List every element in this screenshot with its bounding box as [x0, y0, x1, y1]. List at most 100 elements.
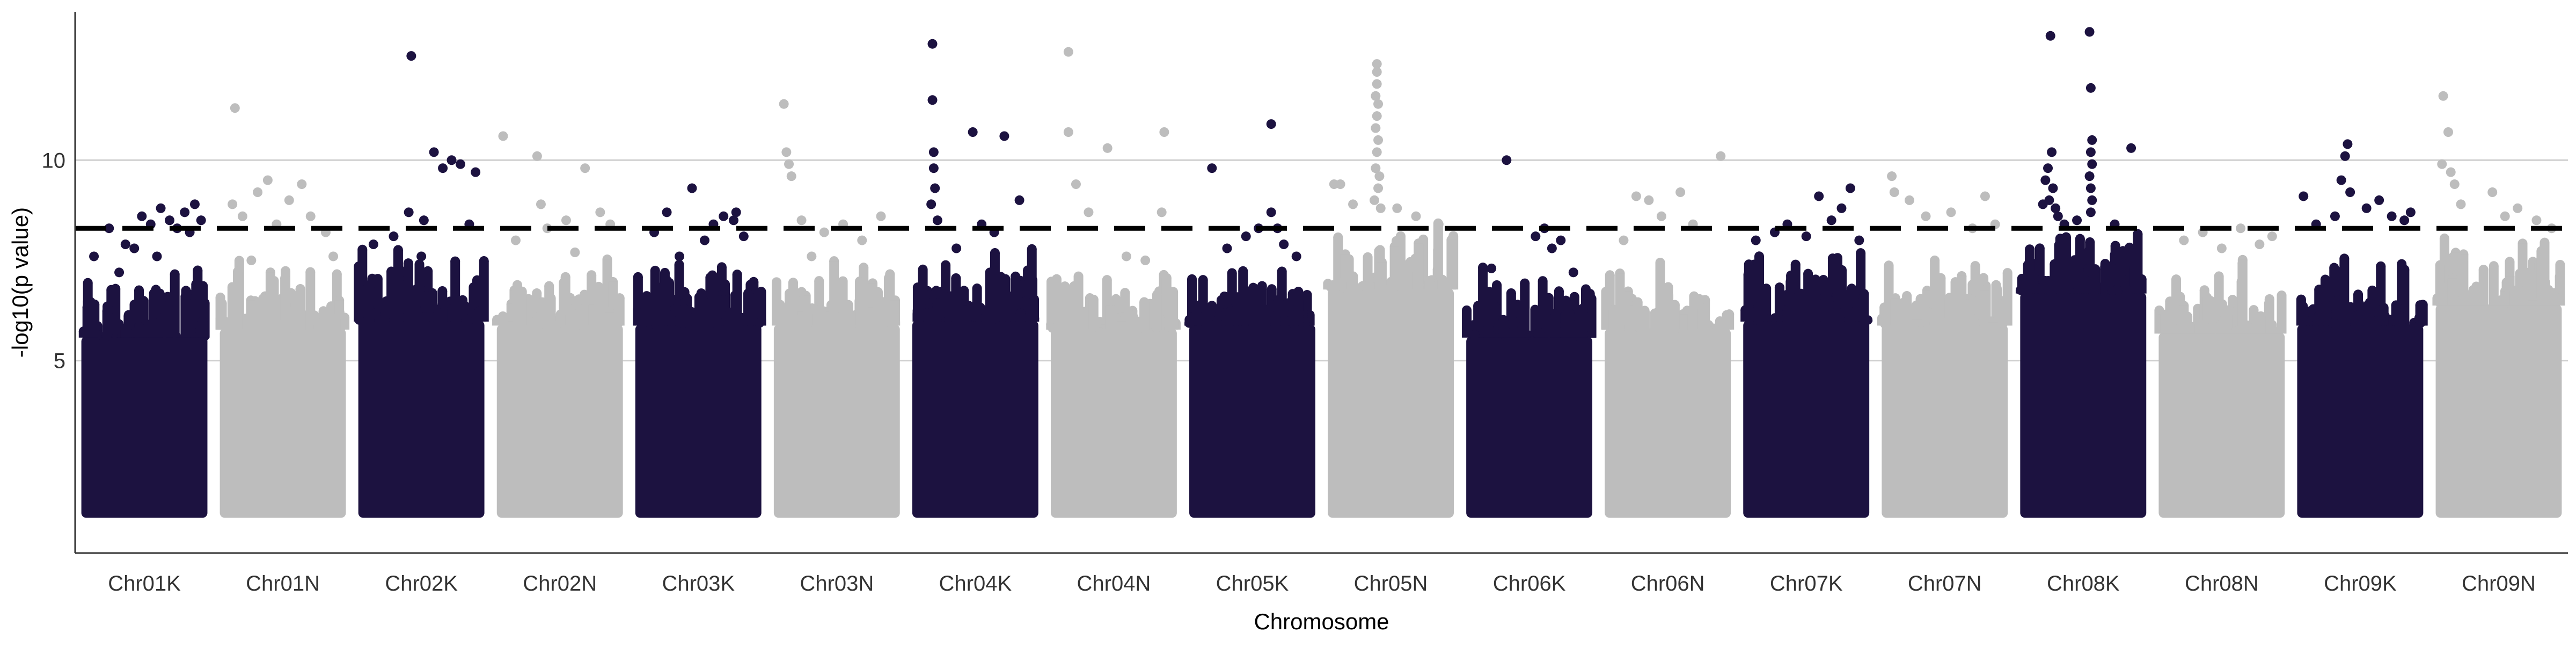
point-cloud	[912, 320, 1038, 518]
data-point	[498, 131, 508, 141]
data-point	[2345, 187, 2355, 197]
data-point	[305, 211, 316, 221]
point-column	[1152, 294, 1162, 330]
data-point	[2040, 175, 2051, 185]
point-column	[855, 282, 866, 326]
point-column	[313, 325, 324, 330]
point-column	[498, 316, 508, 326]
data-point	[1335, 179, 1345, 190]
point-column	[2179, 306, 2189, 334]
point-cloud	[2158, 332, 2285, 518]
point-cloud	[1466, 336, 1593, 518]
data-point	[2072, 215, 2082, 226]
data-point	[1084, 207, 1094, 217]
point-column	[1107, 310, 1117, 330]
point-column	[2231, 331, 2242, 334]
point-column	[1640, 312, 1650, 330]
point-column	[1374, 282, 1385, 290]
data-point	[165, 215, 175, 226]
point-column	[1161, 278, 1172, 330]
data-point	[1801, 231, 1811, 242]
point-column	[2204, 328, 2214, 334]
data-point	[189, 199, 200, 209]
data-point	[152, 251, 162, 261]
data-point	[687, 183, 697, 193]
point-column	[2447, 278, 2457, 306]
point-cloud	[358, 320, 485, 518]
data-point	[2361, 203, 2372, 213]
point-column	[1248, 287, 1258, 326]
chromosome-chr05n-points	[1323, 59, 1459, 518]
point-column	[2046, 290, 2057, 294]
gridlines	[75, 159, 2568, 362]
data-point	[595, 207, 605, 217]
x-tick-labels: Chr01K Chr01N Chr02K Chr02N Chr03K Chr03N Chr0…	[108, 572, 2536, 595]
point-column	[1678, 314, 1688, 330]
x-tick-label: Chr06K	[1493, 572, 1566, 595]
point-column	[513, 285, 523, 326]
point-column	[1469, 335, 1480, 338]
data-point	[406, 51, 416, 61]
data-point	[927, 95, 938, 105]
data-point	[675, 251, 685, 261]
chromosome-chr02k-points	[354, 51, 489, 518]
point-column	[1560, 315, 1570, 338]
chromosome-chr03k-points	[633, 183, 766, 518]
data-point	[930, 183, 940, 193]
data-point	[1502, 155, 1512, 165]
point-column	[1803, 273, 1813, 322]
point-column	[181, 290, 191, 338]
point-column	[2256, 316, 2266, 334]
point-column	[1088, 299, 1099, 330]
data-points	[78, 27, 2565, 518]
point-column	[1257, 286, 1267, 326]
data-point	[1266, 119, 1276, 129]
point-column	[2549, 293, 2559, 306]
point-column	[932, 319, 942, 322]
data-point	[2531, 215, 2542, 226]
point-column	[2029, 275, 2039, 294]
point-cloud	[81, 336, 208, 518]
point-cloud	[1743, 320, 1870, 518]
data-point	[2053, 211, 2063, 221]
point-column	[803, 313, 813, 326]
x-tick-label: Chr07K	[1770, 572, 1843, 595]
data-point	[284, 195, 294, 205]
point-column	[1670, 304, 1680, 330]
data-point	[2087, 135, 2097, 145]
data-point	[1751, 235, 1761, 245]
data-point	[2087, 159, 2097, 169]
point-cloud	[1882, 324, 2008, 518]
data-point	[699, 235, 709, 245]
data-point	[156, 203, 166, 213]
point-column	[2123, 290, 2133, 294]
point-column	[262, 315, 272, 330]
point-column	[1212, 320, 1222, 326]
point-column	[2237, 259, 2248, 334]
point-column	[433, 312, 443, 322]
point-column	[1534, 332, 1545, 338]
data-point	[1063, 47, 1073, 57]
data-point	[2330, 211, 2340, 221]
data-point	[262, 175, 273, 185]
point-column	[843, 304, 853, 326]
point-column	[1527, 336, 1538, 338]
data-point	[2051, 203, 2061, 213]
x-tick-label: Chr04N	[1077, 572, 1151, 595]
data-point	[297, 179, 307, 190]
data-point	[438, 163, 448, 173]
point-column	[1724, 314, 1735, 330]
point-column	[1980, 290, 1990, 326]
point-column	[1633, 302, 1643, 330]
data-point	[429, 147, 439, 157]
data-point	[1487, 263, 1497, 273]
point-column	[1828, 315, 1838, 322]
point-column	[1300, 322, 1310, 326]
point-column	[889, 319, 899, 326]
data-point	[1372, 111, 1382, 121]
chromosome-chr09n-points	[2432, 91, 2565, 518]
point-column	[1056, 317, 1066, 330]
point-column	[1608, 310, 1619, 330]
point-column	[851, 323, 861, 326]
data-point	[1814, 191, 1824, 201]
